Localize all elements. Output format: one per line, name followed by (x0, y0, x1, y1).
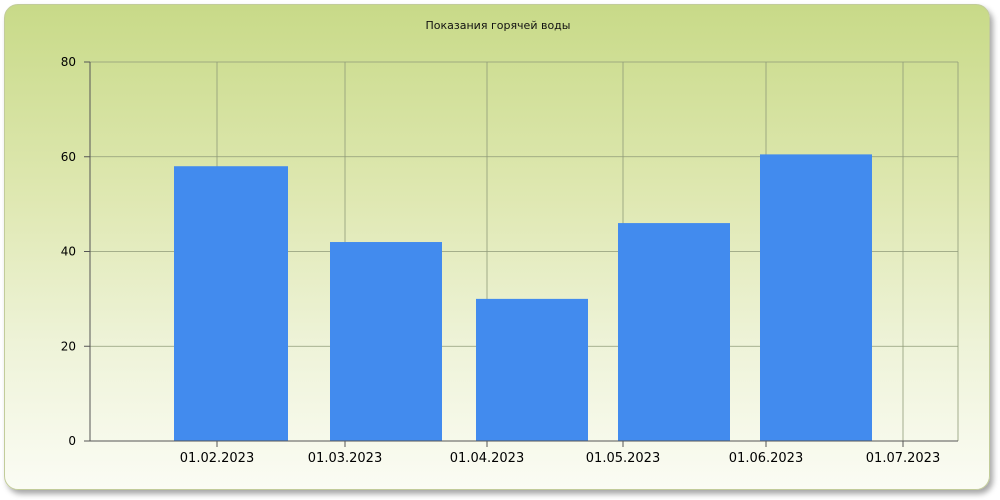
y-tick-label: 40 (61, 245, 76, 259)
y-axis-ticks: 0 20 40 60 80 (61, 55, 90, 448)
x-tick-label: 01.03.2023 (308, 451, 382, 466)
chart-title: Показания горячей воды (425, 19, 571, 32)
bar (476, 298, 588, 441)
bar (330, 242, 442, 441)
x-tick-label: 01.07.2023 (866, 451, 940, 466)
y-tick-label: 0 (68, 434, 76, 448)
bar (174, 166, 288, 441)
x-tick-label: 01.02.2023 (180, 451, 254, 466)
y-tick-label: 80 (61, 55, 76, 69)
x-axis-ticks: 01.02.2023 01.03.2023 01.04.2023 01.05.2023… (180, 441, 940, 466)
x-tick-label: 01.06.2023 (729, 451, 803, 466)
x-tick-label: 01.04.2023 (450, 451, 524, 466)
bar (618, 223, 730, 441)
bars (174, 154, 872, 441)
y-tick-label: 60 (61, 150, 76, 164)
bar (760, 154, 872, 441)
y-tick-label: 20 (61, 339, 76, 353)
x-tick-label: 01.05.2023 (586, 451, 660, 466)
